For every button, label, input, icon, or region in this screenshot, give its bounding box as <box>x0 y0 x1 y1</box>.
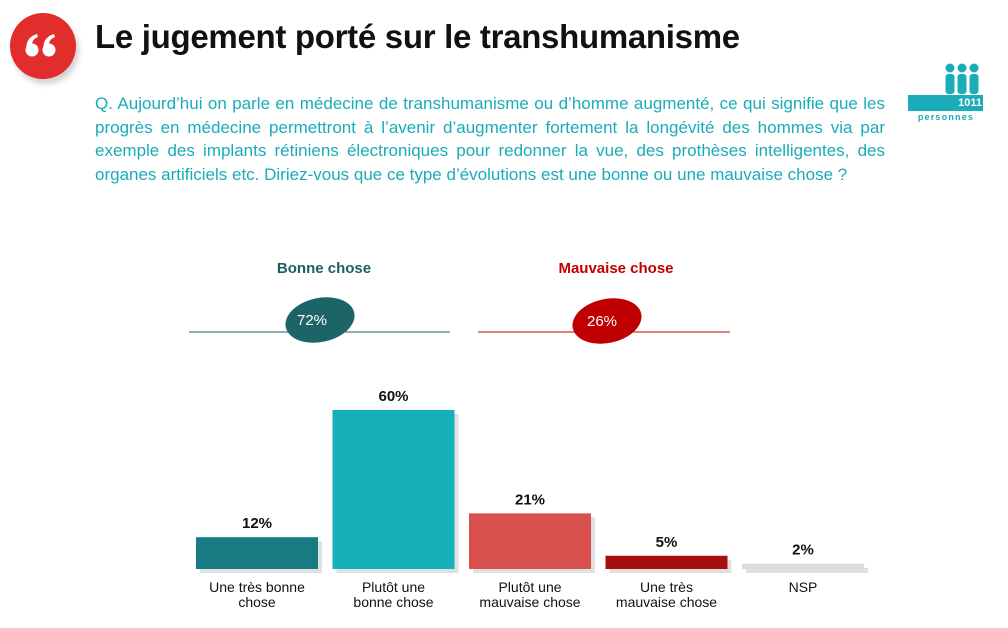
bad-summary-title: Mauvaise chose <box>558 260 674 277</box>
category-label: Une très bonne chose <box>209 579 305 610</box>
quote-badge <box>10 13 76 79</box>
bar-1 <box>332 410 455 569</box>
bar-value-label: 2% <box>792 542 814 559</box>
bar-value-label: 12% <box>242 515 272 532</box>
good-summary-value: 72% <box>297 312 327 329</box>
sample-label: personnes <box>917 112 975 122</box>
sample-badge <box>906 62 986 122</box>
bar-4 <box>742 563 864 569</box>
bad-summary-bubble <box>572 298 642 344</box>
bar-shadow <box>746 567 868 573</box>
category-label: NSP <box>788 579 818 595</box>
good-summary-title: Bonne chose <box>276 260 372 277</box>
category-label: Plutôt une mauvaise chose <box>479 579 581 610</box>
sample-count: 1011 <box>958 97 982 109</box>
bar-3 <box>605 555 728 569</box>
bar-value-label: 60% <box>378 388 408 405</box>
bar-value-label: 5% <box>656 534 678 551</box>
people-icon <box>908 63 983 111</box>
good-summary-bubble <box>285 297 355 343</box>
bar-0 <box>196 537 318 569</box>
bar-value-label: 21% <box>515 491 545 508</box>
bad-summary-value: 26% <box>587 313 617 330</box>
category-label: Plutôt une bonne chose <box>353 579 434 610</box>
survey-question: Q. Aujourd’hui on parle en médecine de t… <box>95 94 885 184</box>
category-label: Une très mauvaise chose <box>615 579 718 610</box>
quote-mark-icon <box>25 34 56 57</box>
page-title: Le jugement porté sur le transhumanisme <box>95 18 740 55</box>
bar-2 <box>469 513 591 569</box>
bars-group: 12% 60% 21% 5% 2% <box>196 388 868 573</box>
